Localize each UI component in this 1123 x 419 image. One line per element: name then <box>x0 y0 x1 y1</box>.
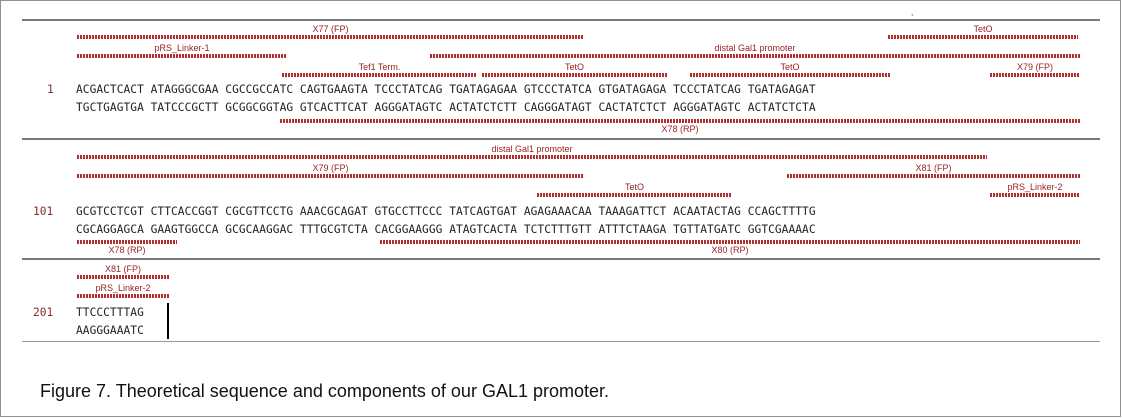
feature-x78-rp[interactable]: X78 (RP) <box>280 119 1080 134</box>
feature-distal-gal1-promoter[interactable]: distal Gal1 promoter <box>77 144 987 159</box>
forward-strand-sequence[interactable]: GCGTCCTCGT CTTCACCGGT CGCGTTCCTG AAACGCA… <box>76 205 816 218</box>
block-separator <box>22 258 1100 260</box>
feature-x79-fp[interactable]: X79 (FP) <box>990 62 1080 77</box>
reverse-strand-sequence[interactable]: AAGGGAAATC <box>76 324 144 337</box>
feature-prs-linker-2[interactable]: pRS_Linker-2 <box>990 182 1080 197</box>
feature-teto[interactable]: TetO <box>690 62 890 77</box>
corner-mark: , <box>911 8 914 17</box>
feature-x79-fp[interactable]: X79 (FP) <box>77 163 584 178</box>
feature-x77-fp[interactable]: X77 (FP) <box>77 24 584 39</box>
sequence-position-number: 201 <box>33 306 54 319</box>
feature-tef1-term[interactable]: Tef1 Term. <box>282 62 477 77</box>
reverse-strand-sequence[interactable]: TGCTGAGTGA TATCCCGCTT GCGGCGGTAG GTCACTT… <box>76 101 816 114</box>
feature-prs-linker-1[interactable]: pRS_Linker-1 <box>77 43 287 58</box>
text-cursor <box>167 303 169 339</box>
feature-teto[interactable]: TetO <box>888 24 1078 39</box>
feature-teto[interactable]: TetO <box>537 182 732 197</box>
reverse-strand-sequence[interactable]: CGCAGGAGCA GAAGTGGCCA GCGCAAGGAC TTTGCGT… <box>76 223 816 236</box>
feature-teto[interactable]: TetO <box>482 62 667 77</box>
feature-x78-rp[interactable]: X78 (RP) <box>77 240 177 255</box>
feature-distal-gal1-promoter[interactable]: distal Gal1 promoter <box>430 43 1080 58</box>
sequence-position-number: 1 <box>47 83 54 96</box>
feature-x81-fp[interactable]: X81 (FP) <box>787 163 1080 178</box>
figure-caption: Figure 7. Theoretical sequence and compo… <box>40 381 610 401</box>
block-separator <box>22 341 1100 342</box>
block-separator <box>22 19 1100 21</box>
feature-prs-linker-2[interactable]: pRS_Linker-2 <box>77 283 169 298</box>
sequence-position-number: 101 <box>33 205 54 218</box>
feature-x80-rp[interactable]: X80 (RP) <box>380 240 1080 255</box>
feature-x81-fp[interactable]: X81 (FP) <box>77 264 169 279</box>
forward-strand-sequence[interactable]: ACGACTCACT ATAGGGCGAA CGCCGCCATC CAGTGAA… <box>76 83 816 96</box>
forward-strand-sequence[interactable]: TTCCCTTTAG <box>76 306 144 319</box>
block-separator <box>22 138 1100 140</box>
